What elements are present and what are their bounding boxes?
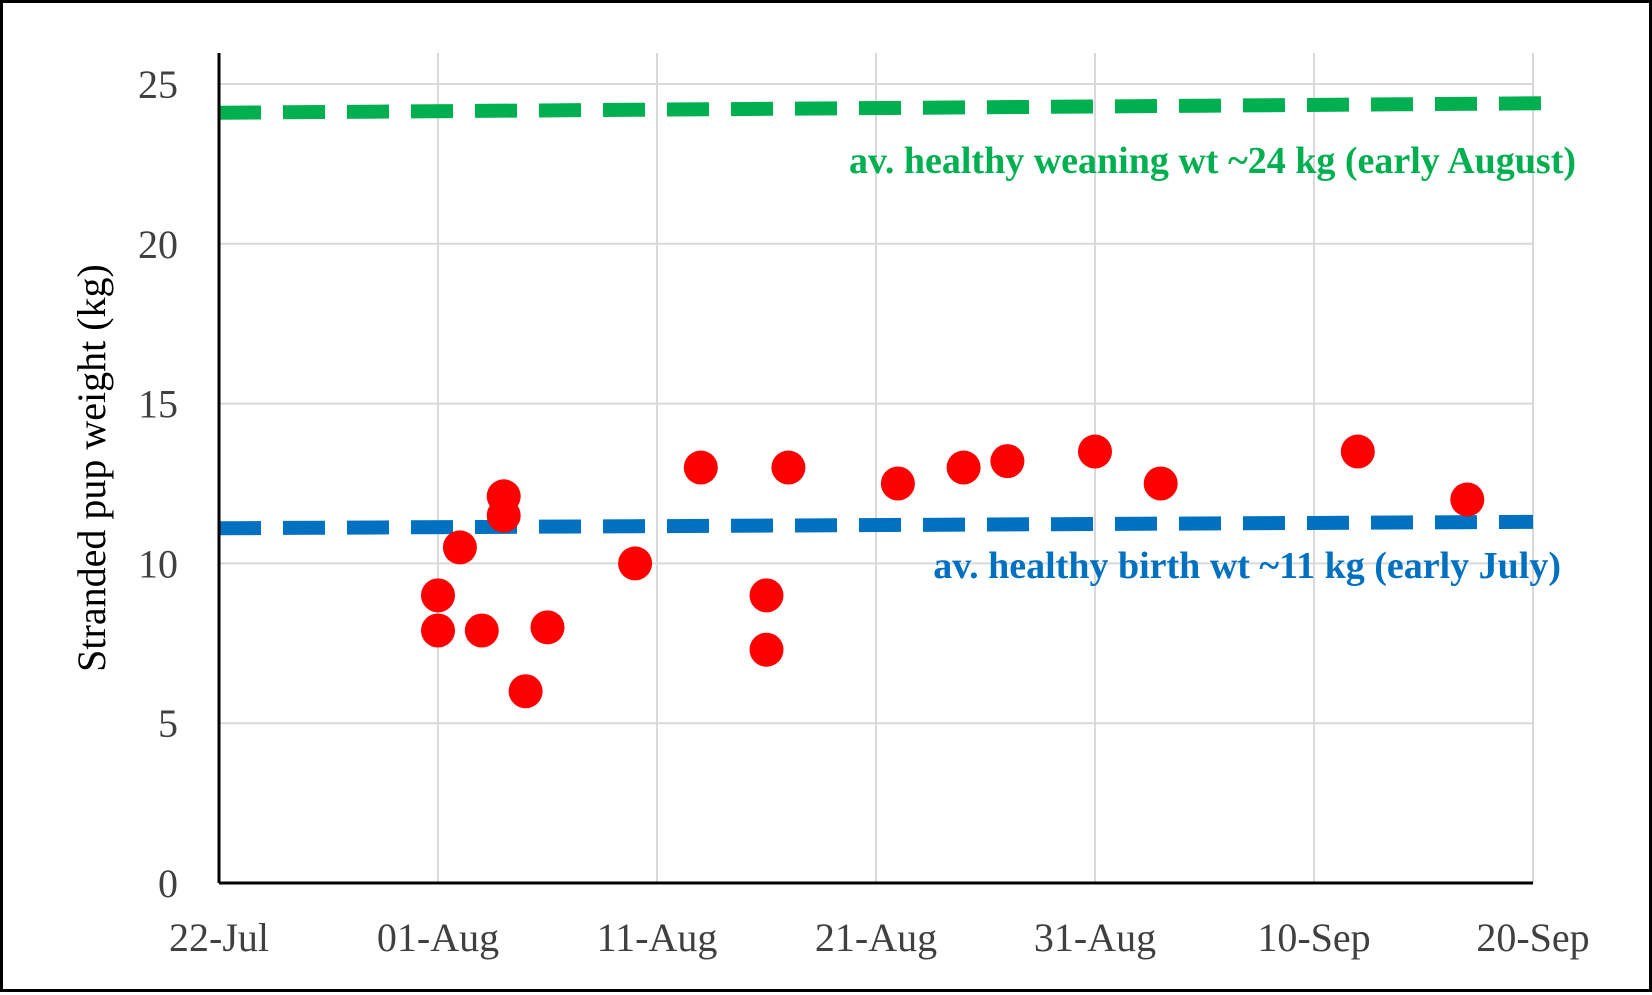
birth-weight-label: av. healthy birth wt ~11 kg (early July) — [933, 545, 1561, 587]
data-point — [442, 530, 477, 565]
y-tick-label: 15 — [138, 382, 178, 427]
data-point — [508, 674, 543, 709]
y-tick-label: 25 — [138, 62, 178, 107]
y-tick-label: 20 — [138, 222, 178, 267]
data-point — [464, 613, 499, 648]
x-tick-label: 22-Jul — [169, 915, 269, 960]
data-points — [421, 434, 1485, 709]
data-point — [1450, 482, 1485, 517]
data-point — [683, 450, 718, 485]
x-tick-label: 21-Aug — [815, 915, 937, 960]
data-point — [771, 450, 806, 485]
reference-lines — [218, 96, 1555, 536]
x-tick-label: 01-Aug — [377, 915, 499, 960]
axes — [217, 53, 1533, 885]
x-tick-label: 20-Sep — [1476, 915, 1589, 960]
weaning-weight-line — [218, 96, 1555, 120]
y-tick-labels: 0 5 10 15 20 25 — [138, 62, 178, 906]
y-tick-label: 5 — [158, 701, 178, 746]
x-tick-label: 10-Sep — [1257, 915, 1370, 960]
y-axis-title: Stranded pup weight (kg) — [69, 264, 114, 672]
data-point — [880, 466, 915, 501]
data-point — [421, 578, 455, 613]
data-point — [946, 450, 981, 485]
x-tick-labels: 22-Jul 01-Aug 11-Aug 21-Aug 31-Aug 10-Sep 20-S… — [169, 915, 1590, 960]
data-point — [1078, 434, 1112, 469]
gridlines — [219, 53, 1534, 883]
data-point — [749, 632, 784, 667]
data-point — [421, 613, 455, 648]
y-tick-label: 0 — [158, 861, 178, 906]
data-point — [618, 546, 653, 581]
scatter-chart: 22-Jul 01-Aug 11-Aug 21-Aug 31-Aug 10-Sep 20-S… — [69, 53, 1590, 960]
data-point — [1340, 434, 1375, 469]
x-tick-label: 31-Aug — [1034, 915, 1156, 960]
data-point — [749, 578, 784, 613]
x-tick-label: 11-Aug — [597, 915, 718, 960]
data-point — [530, 610, 565, 645]
y-tick-label: 10 — [138, 541, 178, 586]
data-point — [990, 444, 1025, 479]
birth-weight-line — [218, 514, 1534, 536]
data-point — [486, 498, 521, 533]
weaning-weight-label: av. healthy weaning wt ~24 kg (early Aug… — [849, 140, 1576, 182]
data-point — [1143, 466, 1178, 501]
